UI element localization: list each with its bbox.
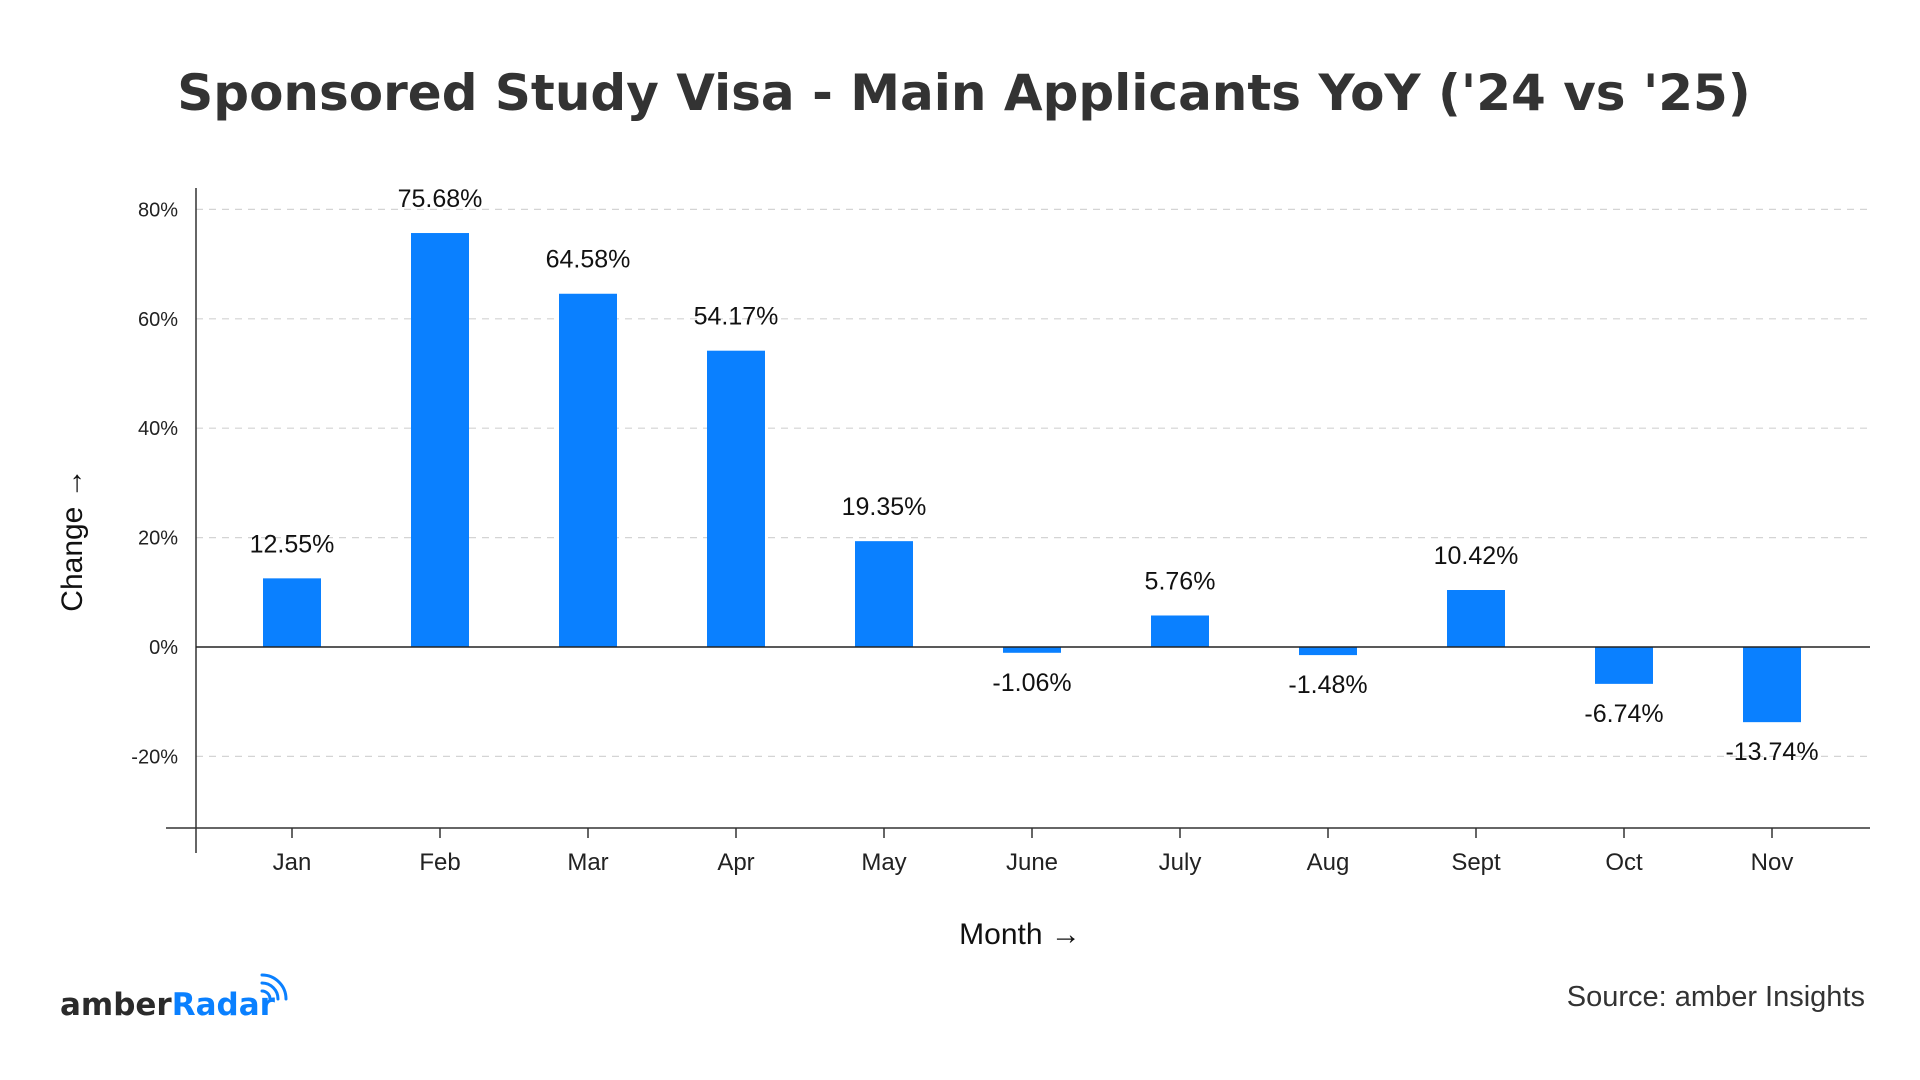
x-tick-label: Nov xyxy=(1751,849,1794,876)
logo-text-radar: Radar xyxy=(172,987,276,1023)
bar xyxy=(707,350,765,647)
chart-title: Sponsored Study Visa - Main Applicants Y… xyxy=(177,64,1750,122)
bar xyxy=(1003,647,1061,653)
data-label: 75.68% xyxy=(398,185,483,213)
bar xyxy=(1447,590,1505,647)
y-tick-label: 0% xyxy=(149,637,178,659)
x-tick-label: Mar xyxy=(567,849,608,876)
x-tick-label: Oct xyxy=(1605,849,1643,876)
data-label: 19.35% xyxy=(842,493,927,521)
x-tick-label: June xyxy=(1006,849,1058,876)
data-label: -6.74% xyxy=(1584,700,1663,728)
data-label: 5.76% xyxy=(1145,567,1216,595)
data-label: -1.06% xyxy=(992,669,1071,697)
labels: -20% 0% 20% 40% 60% 80% Jan 12.55% Feb 75.68% Mar 6… xyxy=(131,185,1818,876)
source-note: Source: amber Insights xyxy=(1567,981,1865,1013)
x-tick-label: Aug xyxy=(1307,849,1350,876)
bar xyxy=(1151,615,1209,647)
bar xyxy=(559,293,617,647)
x-tick-label: Feb xyxy=(419,849,460,876)
x-tick-label: Sept xyxy=(1451,849,1501,876)
signal-icon xyxy=(260,973,288,1001)
bars xyxy=(263,233,1801,723)
bar xyxy=(1595,647,1653,684)
bar xyxy=(1299,647,1357,656)
svg-text:amberRadar: amberRadar xyxy=(60,987,276,1023)
data-label: 10.42% xyxy=(1434,542,1519,570)
bar xyxy=(263,578,321,647)
y-tick-label: -20% xyxy=(131,746,178,768)
data-label: -13.74% xyxy=(1725,738,1818,766)
x-tick-label: Jan xyxy=(273,849,312,876)
x-axis-title: Month → xyxy=(959,918,1081,951)
grid-lines xyxy=(196,208,1870,758)
axes xyxy=(166,188,1870,853)
y-axis-title: Change → xyxy=(56,468,89,611)
y-tick-label: 20% xyxy=(138,528,178,550)
x-tick-label: July xyxy=(1159,849,1202,876)
data-label: 54.17% xyxy=(694,303,779,331)
y-tick-label: 60% xyxy=(138,309,178,331)
bar xyxy=(411,233,469,647)
x-tick-label: Apr xyxy=(717,849,754,876)
y-tick-label: 80% xyxy=(138,199,178,221)
amberradar-logo: amberRadar xyxy=(60,973,288,1023)
x-tick-label: May xyxy=(861,849,906,876)
data-label: 12.55% xyxy=(250,530,335,558)
logo-text-amber: amber xyxy=(60,987,172,1023)
data-label: -1.48% xyxy=(1288,671,1367,699)
bar xyxy=(1743,647,1801,723)
data-label: 64.58% xyxy=(546,246,631,274)
y-tick-label: 40% xyxy=(138,418,178,440)
bar xyxy=(855,541,913,647)
